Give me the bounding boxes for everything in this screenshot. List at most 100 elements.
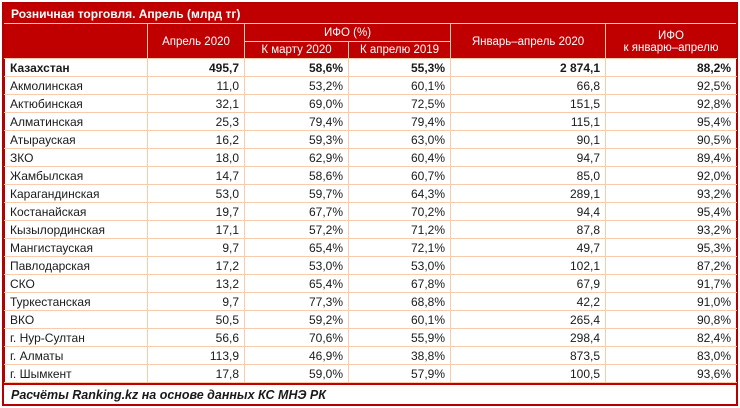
header-to-march-2020: К марту 2020	[244, 41, 349, 59]
jan-apr-2020-cell: 100,5	[450, 364, 607, 383]
to-march-2020-cell: 69,0%	[244, 94, 349, 113]
table-row: Атырауская 16,2 59,3% 63,0% 90,1 90,5%	[4, 130, 738, 149]
table-body: Казахстан 495,7 58,6% 55,3% 2 874,1 88,2% Акмо…	[4, 58, 738, 383]
region-cell: Павлодарская	[4, 256, 148, 275]
table-row: г. Алматы 113,9 46,9% 38,8% 873,5 83,0%	[4, 346, 738, 365]
jan-apr-2020-cell: 94,7	[450, 148, 607, 167]
header-ifo-line1: ИФО	[658, 29, 684, 42]
to-april-2019-cell: 38,8%	[347, 346, 452, 365]
table-row: СКО 13,2 65,4% 67,8% 67,9 91,7%	[4, 274, 738, 293]
to-march-2020-cell: 79,4%	[244, 112, 349, 131]
to-march-2020-cell: 59,2%	[244, 310, 349, 329]
april-2020-cell: 11,0	[147, 76, 245, 95]
table-row: Жамбылская 14,7 58,6% 60,7% 85,0 92,0%	[4, 166, 738, 185]
region-cell: Казахстан	[4, 58, 148, 77]
region-cell: Атырауская	[4, 130, 148, 149]
april-2020-cell: 495,7	[147, 58, 245, 77]
ifo-jan-apr-cell: 91,0%	[605, 292, 738, 311]
to-march-2020-cell: 59,3%	[244, 130, 349, 149]
ifo-jan-apr-cell: 92,0%	[605, 166, 738, 185]
to-march-2020-cell: 65,4%	[244, 238, 349, 257]
ifo-jan-apr-cell: 93,2%	[605, 220, 738, 239]
region-cell: г. Нур-Султан	[4, 328, 148, 347]
table-row: Алматинская 25,3 79,4% 79,4% 115,1 95,4%	[4, 112, 738, 131]
ifo-jan-apr-cell: 83,0%	[605, 346, 738, 365]
table-row: Казахстан 495,7 58,6% 55,3% 2 874,1 88,2%	[4, 58, 738, 77]
ifo-jan-apr-cell: 82,4%	[605, 328, 738, 347]
ifo-jan-apr-cell: 95,3%	[605, 238, 738, 257]
to-april-2019-cell: 67,8%	[347, 274, 452, 293]
to-march-2020-cell: 59,7%	[244, 184, 349, 203]
to-april-2019-cell: 64,3%	[347, 184, 452, 203]
to-april-2019-cell: 72,5%	[347, 94, 452, 113]
region-cell: Туркестанская	[4, 292, 148, 311]
april-2020-cell: 17,2	[147, 256, 245, 275]
table-row: Костанайская 19,7 67,7% 70,2% 94,4 95,4%	[4, 202, 738, 221]
april-2020-cell: 25,3	[147, 112, 245, 131]
table-row: Карагандинская 53,0 59,7% 64,3% 289,1 93,2%	[4, 184, 738, 203]
table-footer-note: Расчёты Ranking.kz на основе данных КС М…	[4, 383, 736, 404]
header-april-2020: Апрель 2020	[147, 24, 245, 59]
ifo-jan-apr-cell: 90,8%	[605, 310, 738, 329]
to-april-2019-cell: 63,0%	[347, 130, 452, 149]
jan-apr-2020-cell: 151,5	[450, 94, 607, 113]
jan-apr-2020-cell: 265,4	[450, 310, 607, 329]
to-april-2019-cell: 60,7%	[347, 166, 452, 185]
to-april-2019-cell: 55,9%	[347, 328, 452, 347]
april-2020-cell: 13,2	[147, 274, 245, 293]
jan-apr-2020-cell: 85,0	[450, 166, 607, 185]
header-ifo-line2: к январю–апрелю	[623, 41, 719, 54]
header-jan-apr-2020: Январь–апрель 2020	[450, 24, 607, 59]
jan-apr-2020-cell: 873,5	[450, 346, 607, 365]
to-march-2020-cell: 59,0%	[244, 364, 349, 383]
region-cell: Жамбылская	[4, 166, 148, 185]
header-region	[4, 24, 148, 59]
april-2020-cell: 17,8	[147, 364, 245, 383]
jan-apr-2020-cell: 67,9	[450, 274, 607, 293]
ifo-jan-apr-cell: 90,5%	[605, 130, 738, 149]
table-row: г. Шымкент 17,8 59,0% 57,9% 100,5 93,6%	[4, 364, 738, 383]
april-2020-cell: 113,9	[147, 346, 245, 365]
header-ifo-jan-apr: ИФО к январю–апрелю	[605, 24, 738, 59]
ifo-jan-apr-cell: 93,6%	[605, 364, 738, 383]
to-march-2020-cell: 77,3%	[244, 292, 349, 311]
table-row: Павлодарская 17,2 53,0% 53,0% 102,1 87,2%	[4, 256, 738, 275]
region-cell: г. Алматы	[4, 346, 148, 365]
ifo-jan-apr-cell: 92,8%	[605, 94, 738, 113]
region-cell: Костанайская	[4, 202, 148, 221]
ifo-jan-apr-cell: 93,2%	[605, 184, 738, 203]
ifo-jan-apr-cell: 88,2%	[605, 58, 738, 77]
region-cell: ЗКО	[4, 148, 148, 167]
april-2020-cell: 14,7	[147, 166, 245, 185]
to-march-2020-cell: 53,0%	[244, 256, 349, 275]
to-april-2019-cell: 79,4%	[347, 112, 452, 131]
ifo-jan-apr-cell: 92,5%	[605, 76, 738, 95]
april-2020-cell: 50,5	[147, 310, 245, 329]
to-march-2020-cell: 62,9%	[244, 148, 349, 167]
jan-apr-2020-cell: 94,4	[450, 202, 607, 221]
table-row: Актюбинская 32,1 69,0% 72,5% 151,5 92,8%	[4, 94, 738, 113]
jan-apr-2020-cell: 42,2	[450, 292, 607, 311]
table-row: Кызылординская 17,1 57,2% 71,2% 87,8 93,2%	[4, 220, 738, 239]
region-cell: г. Шымкент	[4, 364, 148, 383]
april-2020-cell: 16,2	[147, 130, 245, 149]
jan-apr-2020-cell: 102,1	[450, 256, 607, 275]
to-april-2019-cell: 70,2%	[347, 202, 452, 221]
ifo-jan-apr-cell: 91,7%	[605, 274, 738, 293]
to-april-2019-cell: 60,1%	[347, 310, 452, 329]
header-ifo-group: ИФО (%)	[243, 24, 452, 42]
jan-apr-2020-cell: 289,1	[450, 184, 607, 203]
table-header: Апрель 2020 ИФО (%) Январь–апрель 2020 И…	[4, 24, 738, 59]
ifo-jan-apr-cell: 89,4%	[605, 148, 738, 167]
ifo-jan-apr-cell: 95,4%	[605, 202, 738, 221]
jan-apr-2020-cell: 66,8	[450, 76, 607, 95]
to-march-2020-cell: 58,6%	[244, 58, 349, 77]
header-to-april-2019: К апрелю 2019	[347, 41, 452, 59]
to-march-2020-cell: 46,9%	[244, 346, 349, 365]
april-2020-cell: 32,1	[147, 94, 245, 113]
april-2020-cell: 19,7	[147, 202, 245, 221]
jan-apr-2020-cell: 90,1	[450, 130, 607, 149]
to-april-2019-cell: 71,2%	[347, 220, 452, 239]
april-2020-cell: 18,0	[147, 148, 245, 167]
